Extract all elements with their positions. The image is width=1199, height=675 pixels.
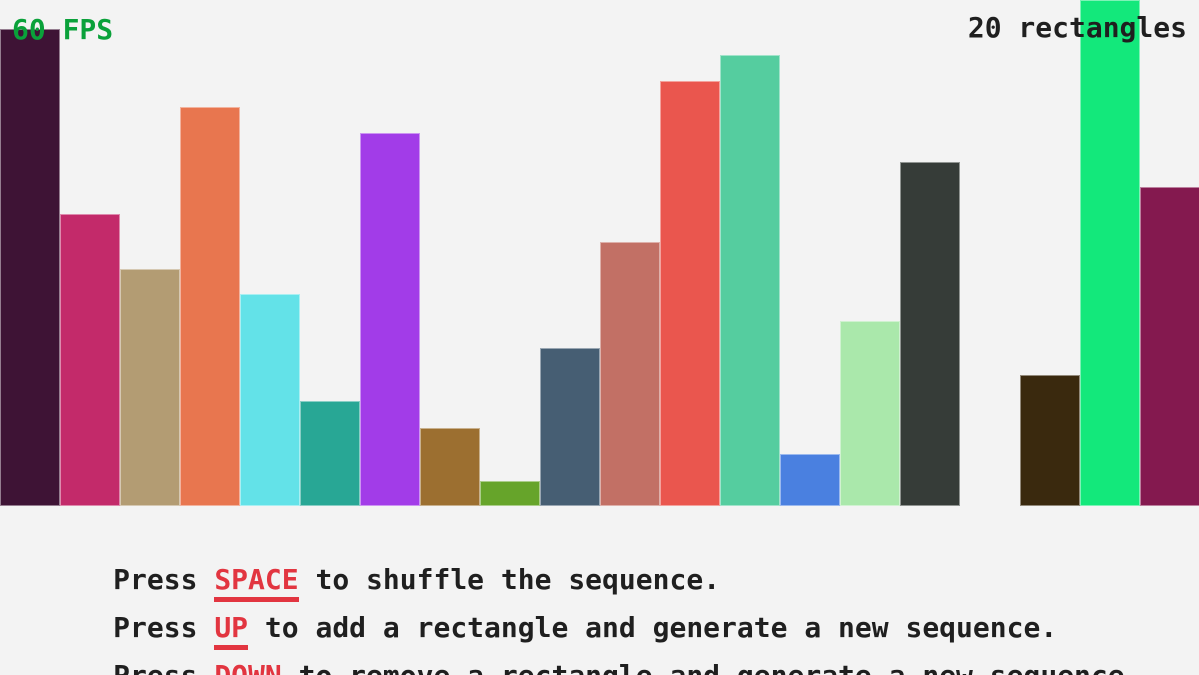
bar-7 (360, 133, 420, 506)
instruction-post-text: to shuffle the sequence. (298, 563, 721, 596)
instruction-post-text: to remove a rectangle and generate a new… (282, 659, 1142, 675)
instruction-post-text: to add a rectangle and generate a new se… (248, 611, 1058, 644)
fps-counter: 60 FPS (12, 13, 114, 46)
bar-5 (240, 294, 300, 506)
remove-key-label: DOWN (214, 659, 282, 675)
instruction-pre-text: Press (113, 563, 215, 596)
instruction-pre-text: Press (113, 611, 215, 644)
bars-chart (0, 0, 1199, 506)
bar-18 (1020, 375, 1080, 506)
bar-10 (540, 348, 600, 506)
bar-13 (720, 55, 780, 506)
bar-2 (60, 214, 120, 506)
bar-3 (120, 269, 180, 506)
instruction-line-add: Press UP to add a rectangle and generate… (12, 577, 1057, 675)
bar-4 (180, 107, 240, 506)
bar-20 (1140, 187, 1199, 506)
add-key-label: UP (214, 611, 249, 650)
bar-16 (900, 162, 960, 506)
bar-9 (480, 481, 540, 506)
bar-15 (840, 321, 900, 506)
bar-19 (1080, 0, 1140, 506)
instruction-line-remove: Press DOWN to remove a rectangle and gen… (12, 625, 1141, 675)
bar-1 (0, 29, 60, 506)
rectangle-count: 20 rectangles (967, 11, 1187, 44)
bar-8 (420, 428, 480, 506)
bar-12 (660, 81, 720, 506)
bar-11 (600, 242, 660, 506)
bar-6 (300, 401, 360, 506)
bar-14 (780, 454, 840, 506)
shuffle-key-label: SPACE (214, 563, 299, 602)
instruction-pre-text: Press (113, 659, 214, 675)
instruction-line-shuffle: Press SPACE to shuffle the sequence. (12, 529, 720, 631)
